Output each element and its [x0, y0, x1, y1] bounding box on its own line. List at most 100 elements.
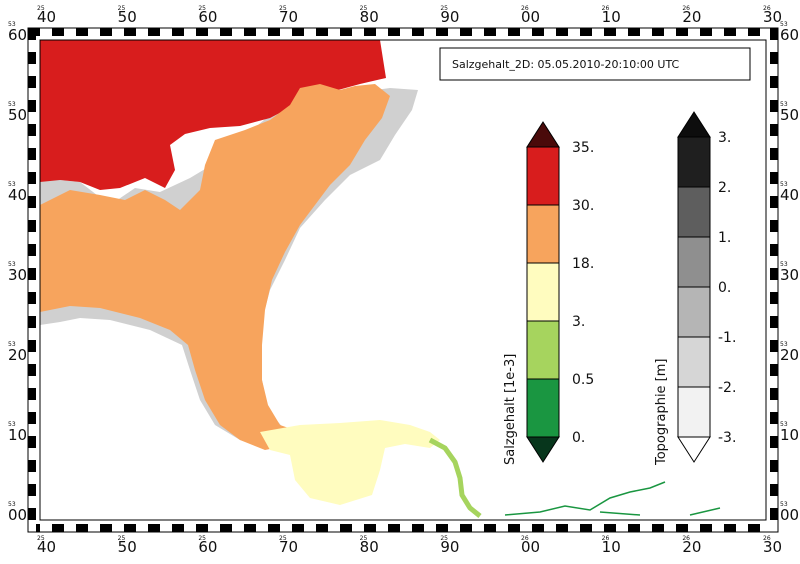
- frame-segment-right: [770, 88, 778, 100]
- frame-segment-right: [770, 184, 778, 196]
- frame-segment-left: [28, 328, 36, 340]
- frame-segment-left: [28, 292, 36, 304]
- frame-segment-right: [770, 340, 778, 352]
- fresh-river: [504, 481, 721, 516]
- frame-segment-bottom: [64, 524, 76, 532]
- bottom-tick-label: 90: [440, 538, 459, 556]
- left-tick-label: 60: [8, 26, 27, 44]
- frame-segment-bottom: [652, 524, 664, 532]
- frame-segment-left: [28, 316, 36, 328]
- right-tick-small: 53: [780, 101, 788, 108]
- frame-segment-top: [316, 28, 328, 36]
- left-tick-small: 53: [8, 181, 16, 188]
- frame-segment-right: [770, 112, 778, 124]
- frame-segment-right: [770, 220, 778, 232]
- right-tick-label: 30: [780, 266, 799, 284]
- frame-segment-bottom: [52, 524, 64, 532]
- frame-segment-bottom: [352, 524, 364, 532]
- frame-segment-left: [28, 268, 36, 280]
- frame-segment-left: [28, 352, 36, 364]
- frame-segment-right: [770, 328, 778, 340]
- frame-segment-bottom: [688, 524, 700, 532]
- frame-segment-top: [484, 28, 496, 36]
- frame-segment-right: [770, 520, 778, 532]
- frame-segment-top: [160, 28, 172, 36]
- frame-segment-top: [172, 28, 184, 36]
- frame-segment-right: [770, 160, 778, 172]
- frame-segment-top: [100, 28, 112, 36]
- frame-segment-right: [770, 388, 778, 400]
- frame-segment-top: [688, 28, 700, 36]
- colorbar-tick-label: 0.: [572, 430, 585, 446]
- topography-colorbar: 3. 2. 1. 0. -1. -2. -3.: [677, 111, 736, 463]
- right-tick-small: 53: [780, 341, 788, 348]
- frame-segment-top: [628, 28, 640, 36]
- frame-segment-bottom: [712, 524, 724, 532]
- left-tick-small: 53: [8, 101, 16, 108]
- left-tick-small: 53: [8, 21, 16, 28]
- frame-segment-top: [76, 28, 88, 36]
- frame-segment-right: [770, 136, 778, 148]
- frame-segment-left: [28, 148, 36, 160]
- right-tick-label: 00: [780, 506, 799, 524]
- colorbar-tick-label: -1.: [718, 330, 736, 346]
- frame-segment-right: [770, 244, 778, 256]
- left-tick-small: 53: [8, 341, 16, 348]
- frame-segment-bottom: [448, 524, 460, 532]
- frame-segment-left: [28, 28, 36, 40]
- frame-segment-bottom: [436, 524, 448, 532]
- right-tick-small: 53: [780, 21, 788, 28]
- frame-segment-left: [28, 484, 36, 496]
- bottom-tick-label: 50: [118, 538, 137, 556]
- frame-segment-bottom: [616, 524, 628, 532]
- frame-segment-top: [532, 28, 544, 36]
- top-tick-label: 50: [118, 8, 137, 26]
- right-tick-label: 60: [780, 26, 799, 44]
- bottom-tick-label: 40: [37, 538, 56, 556]
- right-tick-label: 50: [780, 106, 799, 124]
- frame-segment-top: [256, 28, 268, 36]
- colorbar-tick-label: -3.: [718, 430, 736, 446]
- frame-segment-bottom: [508, 524, 520, 532]
- frame-segment-left: [28, 52, 36, 64]
- frame-segment-left: [28, 172, 36, 184]
- colorbar-tick-label: 1.: [718, 230, 731, 246]
- frame-segment-top: [436, 28, 448, 36]
- frame-segment-right: [770, 472, 778, 484]
- frame-segment-left: [28, 88, 36, 100]
- frame-segment-top: [268, 28, 280, 36]
- frame-segment-right: [770, 448, 778, 460]
- frame-segment-bottom: [700, 524, 712, 532]
- frame-segment-left: [28, 40, 36, 52]
- frame-segment-left: [28, 160, 36, 172]
- frame-segment-bottom: [568, 524, 580, 532]
- right-tick-small: 53: [780, 421, 788, 428]
- top-tick-label: 40: [37, 8, 56, 26]
- frame-segment-top: [664, 28, 676, 36]
- frame-segment-bottom: [328, 524, 340, 532]
- top-tick-small: 25: [279, 5, 287, 12]
- frame-segment-top: [352, 28, 364, 36]
- frame-segment-bottom: [304, 524, 316, 532]
- frame-segment-top: [592, 28, 604, 36]
- top-tick-label: 20: [682, 8, 701, 26]
- right-tick-small: 53: [780, 261, 788, 268]
- top-tick-small: 26: [521, 5, 529, 12]
- frame-segment-top: [580, 28, 592, 36]
- frame-segment-left: [28, 448, 36, 460]
- top-tick-label: 30: [763, 8, 782, 26]
- upper-river: [428, 437, 482, 518]
- frame-segment-bottom: [88, 524, 100, 532]
- frame-segment-top: [136, 28, 148, 36]
- frame-segment-left: [28, 112, 36, 124]
- top-tick-small: 25: [37, 5, 45, 12]
- frame-segment-right: [770, 424, 778, 436]
- frame-segment-bottom: [316, 524, 328, 532]
- frame-segment-top: [364, 28, 376, 36]
- bottom-tick-label: 10: [602, 538, 621, 556]
- colorbar-block: [677, 286, 711, 338]
- frame-segment-top: [736, 28, 748, 36]
- frame-segment-bottom: [748, 524, 760, 532]
